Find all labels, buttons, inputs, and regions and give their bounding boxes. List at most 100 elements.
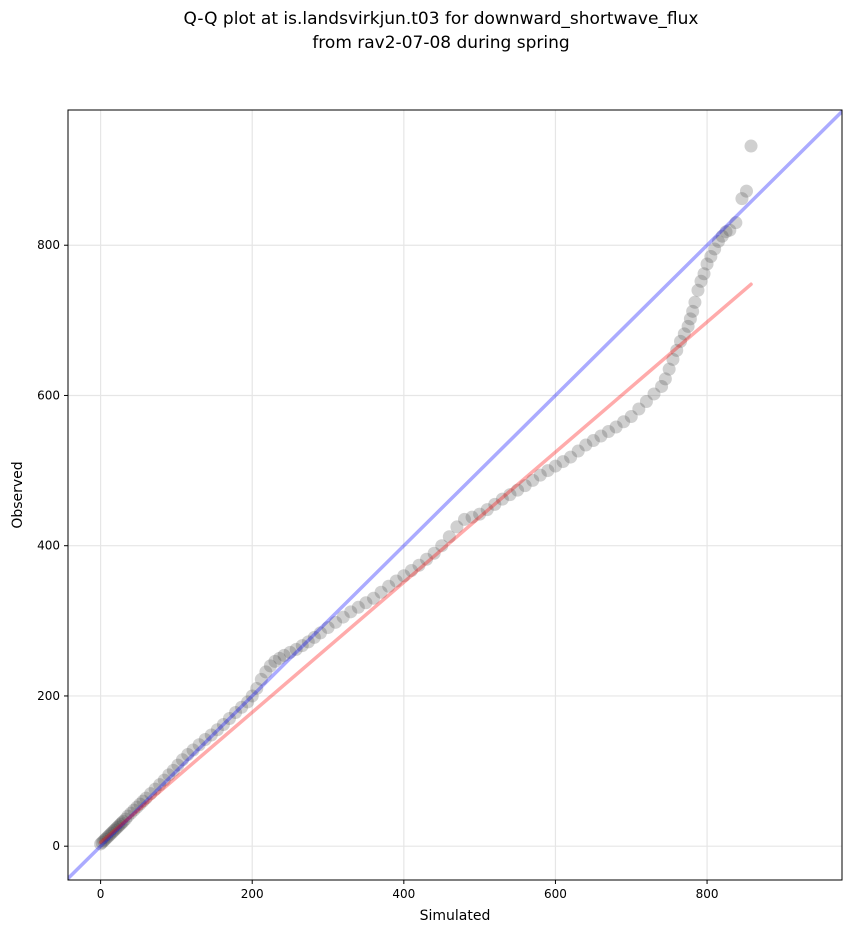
quantile-point — [216, 717, 230, 731]
quantile-point — [106, 825, 120, 839]
x-tick-label: 800 — [696, 887, 719, 901]
quantile-point — [609, 420, 623, 434]
quantile-point — [708, 242, 722, 256]
quantile-point — [277, 648, 291, 662]
quantile-point — [229, 705, 243, 719]
quantile-point — [655, 379, 669, 393]
quantile-point — [101, 829, 115, 843]
quantile-point — [526, 473, 540, 487]
quantile-point — [301, 635, 315, 649]
quantile-point — [115, 816, 129, 830]
y-tick-label: 800 — [37, 238, 60, 252]
quantile-point — [674, 334, 688, 348]
quantile-point — [130, 800, 144, 814]
quantile-point — [374, 585, 388, 599]
x-tick-label: 600 — [544, 887, 567, 901]
quantile-point — [503, 488, 517, 502]
quantile-point — [124, 806, 138, 820]
quantile-point — [148, 782, 162, 796]
quantile-point — [181, 748, 195, 762]
quantile-point — [186, 743, 200, 757]
title-line-2: from rav2-07-08 during spring — [312, 33, 569, 53]
quantile-point — [473, 507, 487, 521]
quantile-point — [307, 630, 321, 644]
quantile-point — [624, 409, 638, 423]
quantile-point — [136, 794, 150, 808]
quantile-point — [495, 492, 509, 506]
quantile-point — [95, 835, 109, 849]
quantile-point — [162, 768, 176, 782]
quantile-point — [556, 455, 570, 469]
quantile-point — [367, 591, 381, 605]
quantile-point — [688, 295, 702, 309]
quantile-point — [670, 343, 684, 357]
quantile-point — [329, 615, 343, 629]
y-tick-label: 0 — [52, 839, 60, 853]
quantile-point — [711, 234, 725, 248]
quantile-point — [144, 787, 158, 801]
quantile-point — [113, 817, 127, 831]
quantile-point — [579, 438, 593, 452]
quantile-point — [658, 372, 672, 386]
quantile-point — [104, 826, 118, 840]
quantile-point — [166, 763, 180, 777]
quantile-point — [110, 820, 124, 834]
quantile-point — [704, 249, 718, 263]
quantile-point — [98, 832, 112, 846]
plot-frame — [67, 109, 843, 881]
grid-lines — [68, 110, 842, 880]
quantile-point — [245, 689, 259, 703]
quantile-point — [457, 512, 471, 526]
quantile-point — [94, 837, 108, 851]
quantile-points — [94, 139, 758, 851]
quantile-point — [602, 425, 616, 439]
identity-line — [68, 110, 842, 880]
quantile-point — [729, 216, 743, 230]
quantile-point — [686, 304, 700, 318]
quantile-point — [548, 459, 562, 473]
quantile-point — [666, 352, 680, 366]
quantile-point — [480, 503, 494, 517]
title-line-1: Q-Q plot at is.landsvirkjun.t03 for down… — [184, 9, 699, 29]
quantile-point — [344, 605, 358, 619]
quantile-point — [677, 327, 691, 341]
y-tick-label: 600 — [37, 388, 60, 402]
quantile-point — [175, 753, 189, 767]
x-tick-label: 200 — [241, 887, 264, 901]
quantile-point — [112, 819, 126, 833]
quantile-point — [121, 809, 135, 823]
quantile-point — [289, 642, 303, 656]
y-axis-ticks: 0 200 400 600 800 — [37, 238, 68, 853]
quantile-point — [518, 479, 532, 493]
quantile-point — [617, 415, 631, 429]
quantile-point — [321, 621, 335, 635]
quantile-point — [511, 483, 525, 497]
quantile-point — [739, 184, 753, 198]
quantile-point — [157, 773, 171, 787]
quantile-point — [116, 814, 130, 828]
quantile-point — [109, 822, 123, 836]
quantile-point — [107, 823, 121, 837]
y-tick-label: 200 — [37, 689, 60, 703]
quantile-point — [662, 362, 676, 376]
quantile-point — [564, 450, 578, 464]
quantile-point — [681, 319, 695, 333]
quantile-point — [594, 429, 608, 443]
quantile-point — [273, 651, 287, 665]
quantile-point — [647, 387, 661, 401]
quantile-point — [171, 758, 185, 772]
quantile-point — [435, 539, 449, 553]
quantile-point — [254, 672, 268, 686]
quantile-point — [222, 711, 236, 725]
quantile-point — [295, 639, 309, 653]
quantile-point — [119, 812, 133, 826]
quantile-point — [735, 192, 749, 206]
quantile-point — [744, 139, 758, 153]
quantile-point — [465, 510, 479, 524]
quantile-point — [700, 257, 714, 271]
quantile-point — [571, 444, 585, 458]
quantile-point — [268, 654, 282, 668]
quantile-point — [719, 225, 733, 239]
quantile-point — [691, 283, 705, 297]
